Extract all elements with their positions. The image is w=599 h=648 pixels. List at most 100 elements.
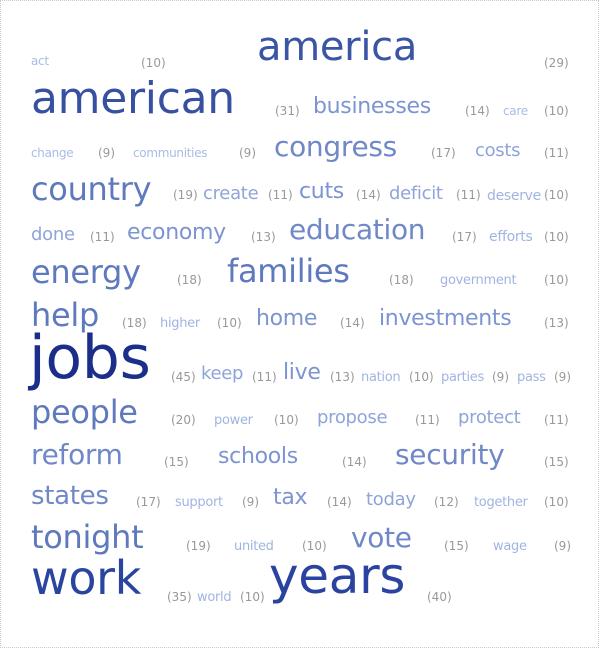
count-together: (10) bbox=[544, 495, 569, 509]
word-keep[interactable]: keep bbox=[201, 363, 244, 384]
word-change[interactable]: change bbox=[31, 146, 74, 160]
count-congress: (17) bbox=[431, 146, 456, 160]
word-wage[interactable]: wage bbox=[493, 539, 527, 554]
word-government[interactable]: government bbox=[440, 273, 517, 288]
count-today: (12) bbox=[434, 495, 459, 509]
count-jobs: (45) bbox=[171, 370, 196, 384]
word-world[interactable]: world bbox=[197, 590, 232, 605]
word-economy[interactable]: economy bbox=[127, 220, 226, 245]
word-efforts[interactable]: efforts bbox=[489, 229, 533, 245]
count-deficit: (11) bbox=[456, 188, 481, 202]
count-america: (29) bbox=[544, 56, 569, 70]
count-keep: (11) bbox=[252, 370, 277, 384]
word-congress[interactable]: congress bbox=[274, 130, 397, 163]
count-parties: (9) bbox=[492, 370, 509, 384]
count-vote: (15) bbox=[444, 539, 469, 553]
count-care: (10) bbox=[544, 104, 569, 118]
word-energy[interactable]: energy bbox=[31, 253, 141, 291]
word-people[interactable]: people bbox=[31, 393, 138, 431]
word-cuts[interactable]: cuts bbox=[299, 179, 344, 204]
count-home: (14) bbox=[340, 316, 365, 330]
count-education: (17) bbox=[452, 230, 477, 244]
count-years: (40) bbox=[427, 590, 452, 604]
word-together[interactable]: together bbox=[474, 495, 528, 510]
word-tonight[interactable]: tonight bbox=[31, 518, 144, 556]
word-propose[interactable]: propose bbox=[317, 407, 388, 428]
count-deserve: (10) bbox=[544, 188, 569, 202]
word-reform[interactable]: reform bbox=[31, 438, 123, 471]
word-nation[interactable]: nation bbox=[361, 370, 401, 385]
word-higher[interactable]: higher bbox=[160, 316, 200, 331]
word-power[interactable]: power bbox=[214, 413, 253, 428]
count-work: (35) bbox=[167, 590, 192, 604]
count-pass: (9) bbox=[554, 370, 571, 384]
count-energy: (18) bbox=[177, 273, 202, 287]
word-create[interactable]: create bbox=[203, 183, 259, 204]
count-live: (13) bbox=[330, 370, 355, 384]
word-schools[interactable]: schools bbox=[218, 444, 298, 469]
word-investments[interactable]: investments bbox=[379, 306, 512, 331]
count-states: (17) bbox=[136, 495, 161, 509]
count-help: (18) bbox=[122, 316, 147, 330]
count-protect: (11) bbox=[544, 413, 569, 427]
count-world: (10) bbox=[240, 590, 265, 604]
word-education[interactable]: education bbox=[289, 213, 426, 246]
word-help[interactable]: help bbox=[31, 296, 99, 334]
count-schools: (14) bbox=[342, 455, 367, 469]
word-today[interactable]: today bbox=[366, 489, 416, 510]
word-live[interactable]: live bbox=[283, 360, 321, 385]
word-deserve[interactable]: deserve bbox=[487, 188, 541, 204]
count-businesses: (14) bbox=[465, 104, 490, 118]
count-tonight: (19) bbox=[186, 539, 211, 553]
count-government: (10) bbox=[544, 273, 569, 287]
word-act[interactable]: act bbox=[31, 54, 49, 68]
word-home[interactable]: home bbox=[256, 306, 318, 331]
count-propose: (11) bbox=[415, 413, 440, 427]
word-american[interactable]: american bbox=[31, 73, 235, 124]
count-families: (18) bbox=[389, 273, 414, 287]
word-jobs[interactable]: jobs bbox=[29, 323, 151, 393]
word-protect[interactable]: protect bbox=[458, 407, 521, 428]
word-costs[interactable]: costs bbox=[475, 140, 521, 161]
word-care[interactable]: care bbox=[503, 104, 528, 118]
count-security: (15) bbox=[544, 455, 569, 469]
count-costs: (11) bbox=[544, 146, 569, 160]
word-work[interactable]: work bbox=[31, 551, 142, 605]
word-america[interactable]: america bbox=[257, 24, 418, 70]
count-power: (10) bbox=[274, 413, 299, 427]
count-communities: (9) bbox=[239, 146, 256, 160]
word-deficit[interactable]: deficit bbox=[389, 183, 443, 204]
count-american: (31) bbox=[275, 104, 300, 118]
count-higher: (10) bbox=[217, 316, 242, 330]
word-country[interactable]: country bbox=[31, 170, 152, 208]
word-vote[interactable]: vote bbox=[351, 521, 412, 554]
word-parties[interactable]: parties bbox=[441, 370, 484, 385]
word-businesses[interactable]: businesses bbox=[313, 94, 431, 119]
word-united[interactable]: united bbox=[234, 539, 274, 554]
word-support[interactable]: support bbox=[175, 495, 223, 510]
count-create: (11) bbox=[268, 188, 293, 202]
count-act: (10) bbox=[141, 56, 166, 70]
word-done[interactable]: done bbox=[31, 224, 75, 245]
count-people: (20) bbox=[171, 413, 196, 427]
count-change: (9) bbox=[98, 146, 115, 160]
count-country: (19) bbox=[173, 188, 198, 202]
count-efforts: (10) bbox=[544, 230, 569, 244]
count-united: (10) bbox=[302, 539, 327, 553]
word-states[interactable]: states bbox=[31, 481, 109, 511]
count-support: (9) bbox=[242, 495, 259, 509]
count-investments: (13) bbox=[544, 316, 569, 330]
word-communities[interactable]: communities bbox=[133, 146, 208, 160]
word-years[interactable]: years bbox=[269, 547, 406, 605]
count-done: (11) bbox=[90, 230, 115, 244]
count-wage: (9) bbox=[554, 539, 571, 553]
count-cuts: (14) bbox=[356, 188, 381, 202]
count-nation: (10) bbox=[409, 370, 434, 384]
count-tax: (14) bbox=[327, 495, 352, 509]
word-tax[interactable]: tax bbox=[273, 485, 308, 510]
word-pass[interactable]: pass bbox=[517, 370, 546, 385]
word-security[interactable]: security bbox=[395, 438, 505, 471]
count-reform: (15) bbox=[164, 455, 189, 469]
word-families[interactable]: families bbox=[227, 252, 350, 290]
